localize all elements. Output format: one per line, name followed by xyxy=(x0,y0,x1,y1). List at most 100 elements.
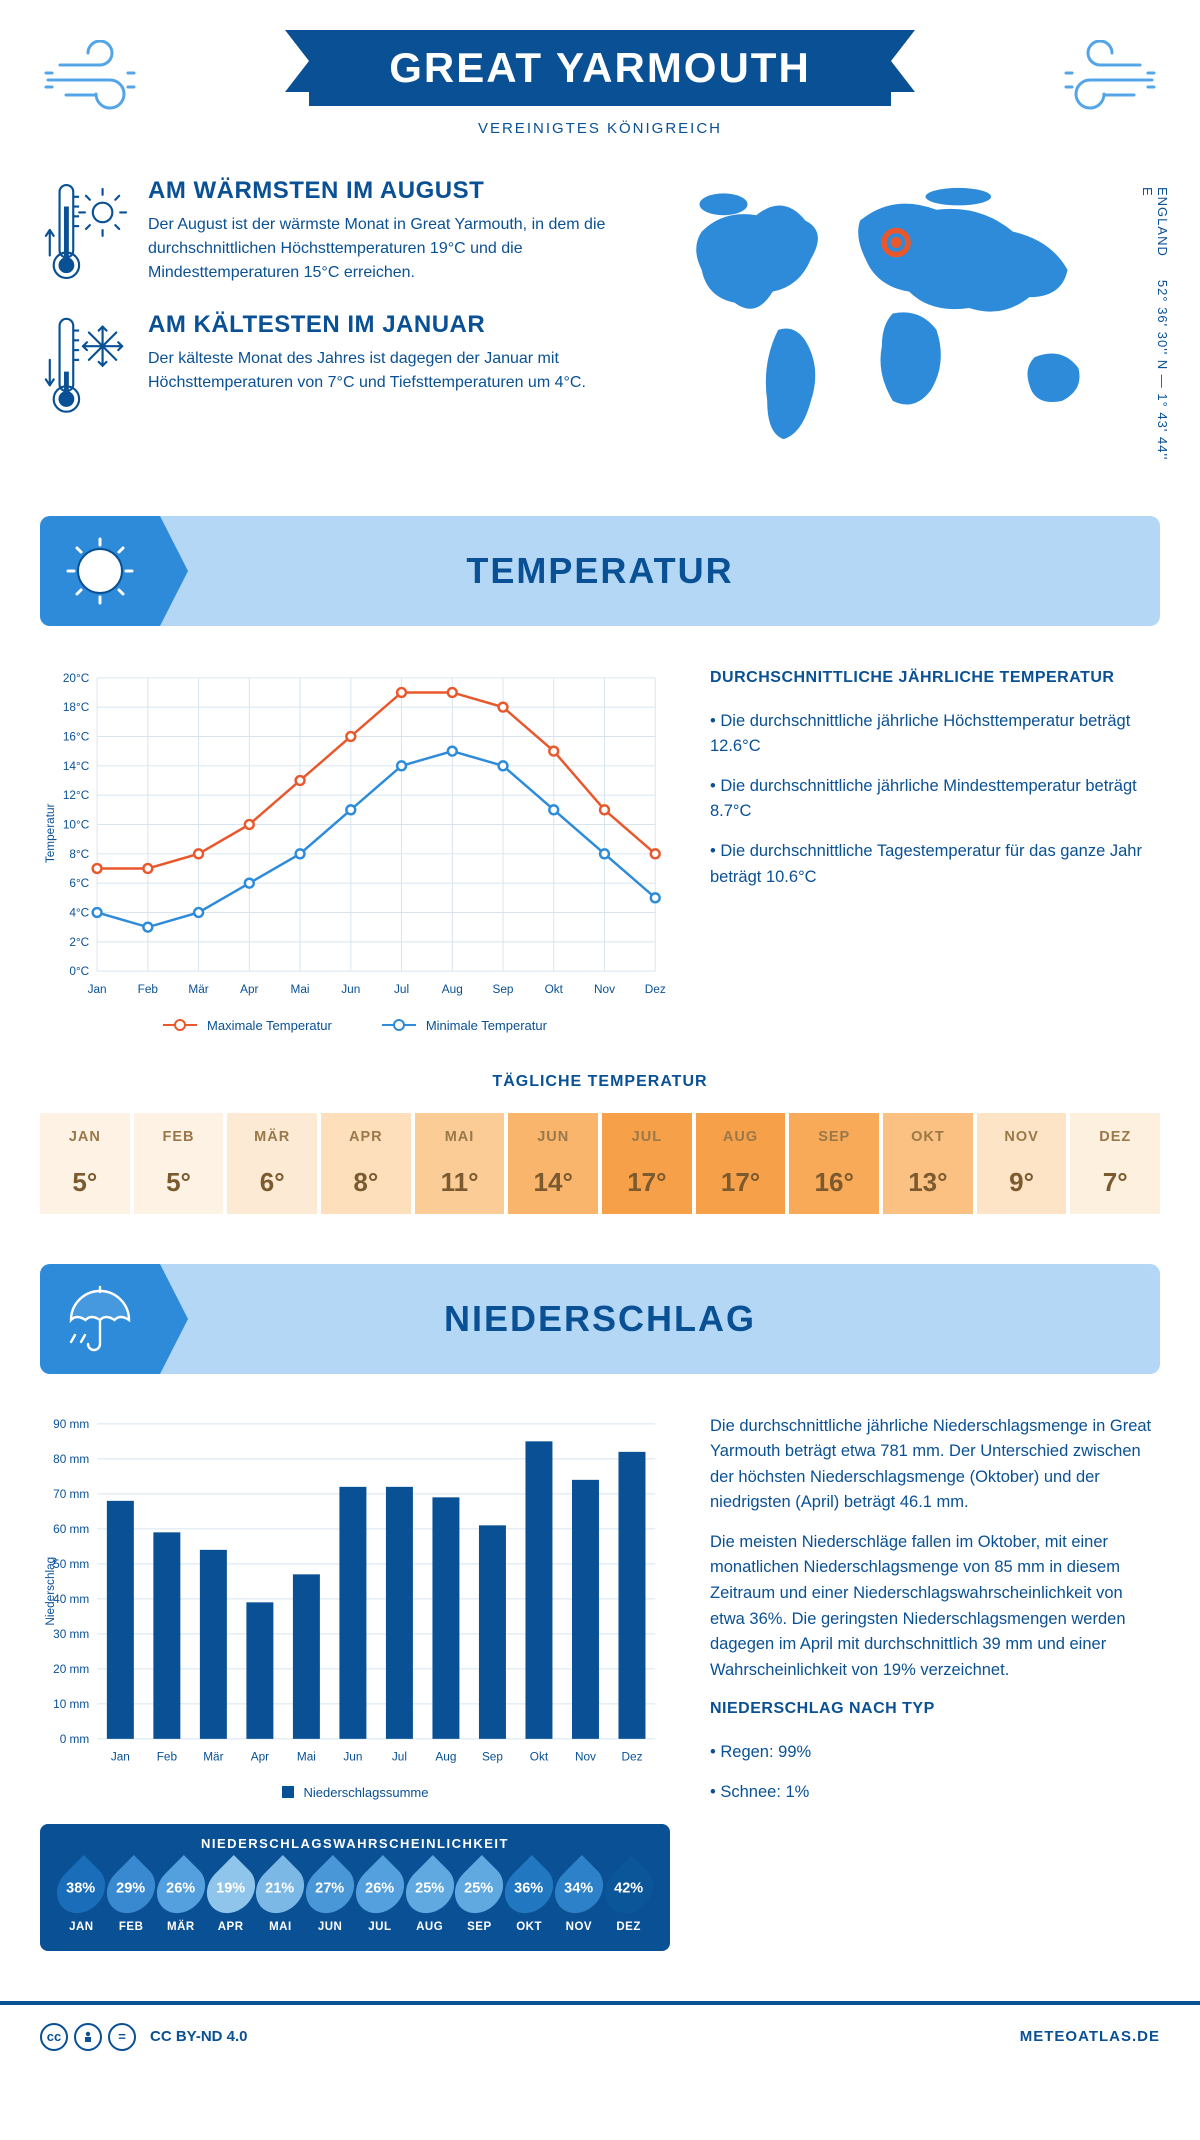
svg-text:6°C: 6°C xyxy=(69,876,89,890)
svg-text:50 mm: 50 mm xyxy=(53,1556,89,1570)
umbrella-icon xyxy=(61,1280,139,1358)
thermometer-cold-icon xyxy=(40,311,128,419)
temp-cell: JAN5° xyxy=(40,1113,130,1214)
section-header-temperature: TEMPERATUR xyxy=(40,516,1160,626)
page-subtitle: VEREINIGTES KÖNIGREICH xyxy=(40,120,1160,137)
temp-cell: MÄR6° xyxy=(227,1113,317,1214)
page-header: GREAT YARMOUTH VEREINIGTES KÖNIGREICH xyxy=(40,30,1160,137)
svg-text:Apr: Apr xyxy=(251,1749,269,1763)
nd-icon: = xyxy=(108,2023,136,2051)
svg-text:Sep: Sep xyxy=(493,982,514,996)
svg-text:0 mm: 0 mm xyxy=(60,1731,90,1745)
world-map: ENGLAND 52° 36' 30'' N — 1° 43' 44'' E xyxy=(658,177,1160,466)
svg-text:Sep: Sep xyxy=(482,1749,503,1763)
prob-cell: 42%DEZ xyxy=(605,1863,652,1933)
svg-text:20 mm: 20 mm xyxy=(53,1661,89,1675)
svg-text:Apr: Apr xyxy=(240,982,258,996)
svg-text:Dez: Dez xyxy=(621,1749,642,1763)
source-text: METEOATLAS.DE xyxy=(1020,2028,1160,2045)
svg-text:Feb: Feb xyxy=(138,982,159,996)
svg-text:90 mm: 90 mm xyxy=(53,1416,89,1430)
svg-text:2°C: 2°C xyxy=(69,935,89,949)
svg-text:Temperatur: Temperatur xyxy=(43,803,57,863)
sun-icon xyxy=(64,535,136,607)
svg-text:60 mm: 60 mm xyxy=(53,1521,89,1535)
rain-text: Die durchschnittliche jährliche Niedersc… xyxy=(710,1414,1160,1951)
svg-text:8°C: 8°C xyxy=(69,847,89,861)
svg-text:40 mm: 40 mm xyxy=(53,1591,89,1605)
temp-cell: AUG17° xyxy=(696,1113,786,1214)
svg-text:20°C: 20°C xyxy=(63,671,90,685)
daily-temp-table: TÄGLICHE TEMPERATUR JAN5°FEB5°MÄR6°APR8°… xyxy=(40,1073,1160,1214)
temp-cell: FEB5° xyxy=(134,1113,224,1214)
warmest-title: AM WÄRMSTEN IM AUGUST xyxy=(148,177,618,205)
title-banner: GREAT YARMOUTH xyxy=(309,30,891,106)
svg-text:18°C: 18°C xyxy=(63,700,90,714)
prob-cell: 34%NOV xyxy=(556,1863,603,1933)
rain-chart-legend: Niederschlagssumme xyxy=(40,1785,670,1800)
svg-text:Jun: Jun xyxy=(343,1749,362,1763)
section-header-rain: NIEDERSCHLAG xyxy=(40,1264,1160,1374)
svg-text:30 mm: 30 mm xyxy=(53,1626,89,1640)
prob-cell: 25%SEP xyxy=(456,1863,503,1933)
svg-text:Jul: Jul xyxy=(392,1749,407,1763)
svg-text:Mär: Mär xyxy=(203,1749,223,1763)
cc-icon: cc xyxy=(40,2023,68,2051)
svg-text:Jun: Jun xyxy=(341,982,360,996)
world-map-icon xyxy=(658,177,1160,461)
svg-text:Jan: Jan xyxy=(111,1749,130,1763)
section-title: NIEDERSCHLAG xyxy=(444,1298,756,1340)
svg-text:10°C: 10°C xyxy=(63,817,90,831)
svg-text:16°C: 16°C xyxy=(63,729,90,743)
prob-cell: 38%JAN xyxy=(58,1863,105,1933)
svg-text:Dez: Dez xyxy=(645,982,666,996)
wind-icon xyxy=(1050,40,1160,120)
precipitation-bar-chart: 0 mm10 mm20 mm30 mm40 mm50 mm60 mm70 mm8… xyxy=(40,1414,670,1768)
temp-cell: JUL17° xyxy=(602,1113,692,1214)
svg-text:10 mm: 10 mm xyxy=(53,1696,89,1710)
temp-chart-legend: Maximale Temperatur Minimale Temperatur xyxy=(40,1018,670,1033)
svg-text:Mär: Mär xyxy=(188,982,208,996)
prob-cell: 21%MAI xyxy=(257,1863,304,1933)
rain-probability-box: NIEDERSCHLAGSWAHRSCHEINLICHKEIT 38%JAN29… xyxy=(40,1824,670,1951)
prob-cell: 25%AUG xyxy=(406,1863,453,1933)
svg-text:70 mm: 70 mm xyxy=(53,1486,89,1500)
license-text: CC BY-ND 4.0 xyxy=(150,2028,248,2045)
prob-cell: 36%OKT xyxy=(506,1863,553,1933)
svg-text:4°C: 4°C xyxy=(69,905,89,919)
warmest-text: Der August ist der wärmste Monat in Grea… xyxy=(148,213,618,285)
temp-cell: APR8° xyxy=(321,1113,411,1214)
svg-text:Okt: Okt xyxy=(545,982,564,996)
prob-cell: 29%FEB xyxy=(108,1863,155,1933)
prob-cell: 19%APR xyxy=(207,1863,254,1933)
svg-text:Aug: Aug xyxy=(435,1749,456,1763)
wind-icon xyxy=(40,40,150,120)
svg-text:Feb: Feb xyxy=(157,1749,178,1763)
country-label: ENGLAND xyxy=(1155,187,1170,257)
thermometer-hot-icon xyxy=(40,177,128,285)
svg-text:Jan: Jan xyxy=(88,982,107,996)
svg-text:Okt: Okt xyxy=(530,1749,549,1763)
page-title: GREAT YARMOUTH xyxy=(389,44,811,92)
coldest-text: Der kälteste Monat des Jahres ist dagege… xyxy=(148,347,618,395)
temp-cell: MAI11° xyxy=(415,1113,505,1214)
coldest-block: AM KÄLTESTEN IM JANUAR Der kälteste Mona… xyxy=(40,311,618,419)
yearly-temp-text: DURCHSCHNITTLICHE JÄHRLICHE TEMPERATUR •… xyxy=(710,666,1160,1033)
svg-text:Aug: Aug xyxy=(442,982,463,996)
section-title: TEMPERATUR xyxy=(466,550,733,592)
warmest-block: AM WÄRMSTEN IM AUGUST Der August ist der… xyxy=(40,177,618,285)
temp-cell: DEZ7° xyxy=(1070,1113,1160,1214)
svg-text:12°C: 12°C xyxy=(63,788,90,802)
svg-text:Nov: Nov xyxy=(575,1749,596,1763)
svg-text:Jul: Jul xyxy=(394,982,409,996)
temperature-line-chart: 0°C2°C4°C6°C8°C10°C12°C14°C16°C18°C20°CJ… xyxy=(40,666,670,1001)
prob-cell: 27%JUN xyxy=(307,1863,354,1933)
svg-text:Mai: Mai xyxy=(291,982,310,996)
svg-text:0°C: 0°C xyxy=(69,964,89,978)
prob-cell: 26%JUL xyxy=(357,1863,404,1933)
svg-text:Nov: Nov xyxy=(594,982,615,996)
coldest-title: AM KÄLTESTEN IM JANUAR xyxy=(148,311,618,339)
page-footer: cc = CC BY-ND 4.0 METEOATLAS.DE xyxy=(0,2001,1200,2069)
temp-cell: JUN14° xyxy=(508,1113,598,1214)
temp-cell: OKT13° xyxy=(883,1113,973,1214)
